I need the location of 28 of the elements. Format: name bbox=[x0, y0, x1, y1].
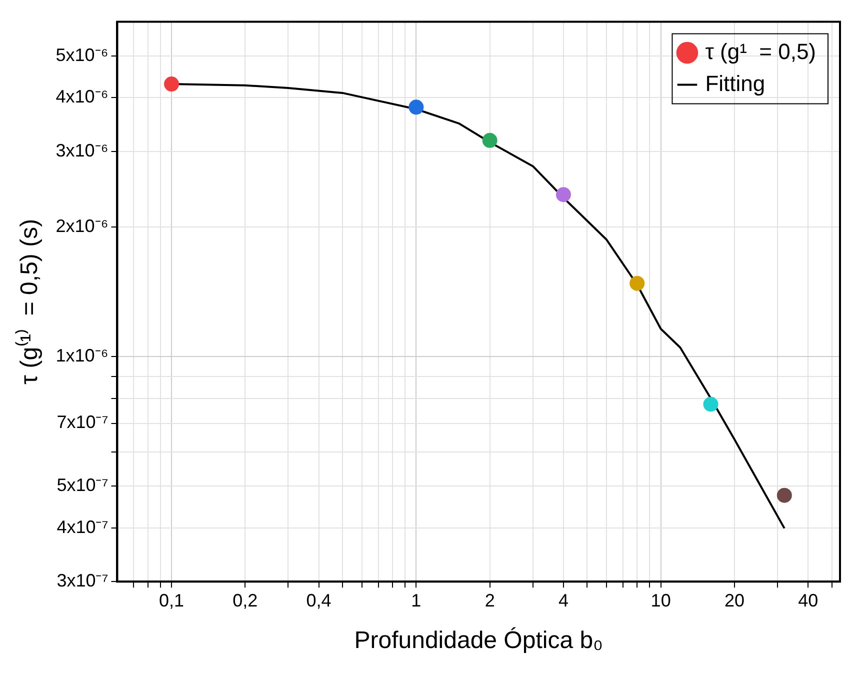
legend-label: τ (g¹ = 0,5) bbox=[705, 38, 816, 64]
y-tick-label: 2x10⁻⁶ bbox=[56, 216, 108, 236]
x-tick-label: 40 bbox=[798, 590, 818, 610]
y-tick-label: 1x10⁻⁶ bbox=[56, 346, 108, 366]
point bbox=[556, 187, 571, 202]
y-tick-label: 3x10⁻⁷ bbox=[56, 570, 108, 591]
point bbox=[776, 488, 792, 503]
x-tick-label: 4 bbox=[558, 590, 568, 610]
legend-label: Fitting bbox=[705, 70, 766, 96]
y-tick-label: 5x10⁻⁶ bbox=[56, 44, 108, 65]
y-tick-label: 3x10⁻⁶ bbox=[56, 140, 108, 160]
x-tick-label: 10 bbox=[650, 590, 671, 610]
x-tick-label: 0,4 bbox=[306, 590, 332, 610]
y-axis-title: τ (g⁽¹⁾ = 0,5) (s) bbox=[15, 218, 44, 384]
point bbox=[703, 396, 718, 412]
x-tick-label: 2 bbox=[484, 590, 495, 610]
y-tick-label: 4x10⁻⁶ bbox=[56, 86, 108, 107]
point bbox=[630, 276, 645, 291]
y-tick-label: 5x10⁻⁷ bbox=[56, 475, 108, 496]
x-tick-label: 0,1 bbox=[159, 590, 184, 610]
y-tick-label: 7x10⁻⁷ bbox=[56, 412, 108, 432]
point bbox=[482, 132, 498, 148]
y-tick-label: 4x10⁻⁷ bbox=[56, 516, 108, 537]
x-tick-label: 1 bbox=[411, 590, 422, 610]
x-tick-label: 20 bbox=[724, 590, 744, 610]
x-tick-label: 0,2 bbox=[232, 590, 258, 610]
x-axis-title: Profundidade Óptica b₀ bbox=[354, 627, 604, 654]
point bbox=[408, 100, 424, 115]
